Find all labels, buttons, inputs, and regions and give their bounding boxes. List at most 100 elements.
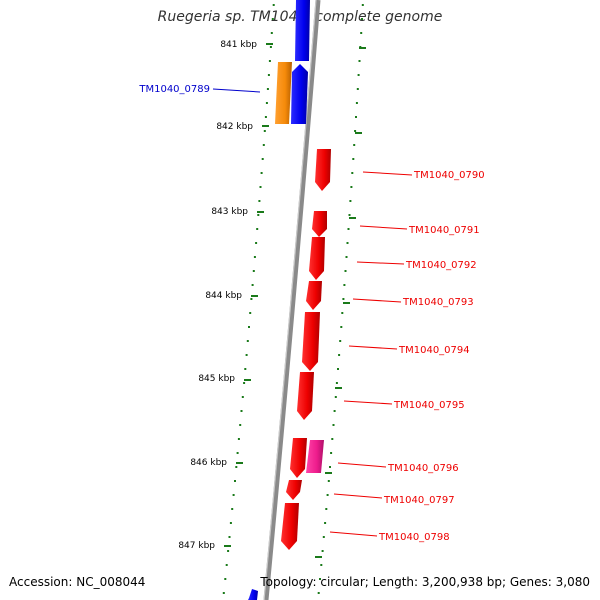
- scale-dot: [259, 186, 262, 188]
- scale-track-left: [222, 4, 275, 594]
- scale-dot: [234, 480, 236, 482]
- genome-backbone: [263, 0, 321, 600]
- gene-feature[interactable]: [291, 64, 308, 124]
- scale-ticks: 841 kbp 842 kbp 843 kbp 844 kbp 845 kbp …: [178, 40, 273, 551]
- gene-label[interactable]: TM1040_0791: [408, 225, 480, 236]
- scale-dot: [349, 200, 352, 202]
- scale-dot: [361, 18, 363, 20]
- scale-dot: [236, 452, 239, 454]
- kbp-label: 843 kbp: [211, 207, 248, 217]
- scale-dot: [231, 508, 234, 510]
- scale-dot: [243, 382, 246, 384]
- gene-feature-highlighted[interactable]: [275, 62, 292, 124]
- scale-dot: [334, 396, 337, 398]
- scale-dot: [269, 46, 272, 48]
- scale-dot: [246, 340, 249, 342]
- scale-dot: [229, 522, 232, 524]
- scale-dot: [266, 88, 269, 90]
- scale-dot: [249, 312, 252, 314]
- scale-dot: [355, 102, 358, 104]
- forward-strand-genes: [248, 0, 310, 600]
- gene-feature[interactable]: [290, 438, 307, 478]
- scale-dot: [357, 74, 360, 76]
- scale-dot: [257, 214, 260, 216]
- scale-dot: [261, 158, 264, 160]
- scale-dot: [330, 452, 333, 454]
- gene-label[interactable]: TM1040_0790: [413, 170, 485, 181]
- gene-feature[interactable]: [302, 312, 320, 371]
- scale-dot: [329, 466, 331, 468]
- scale-dot: [319, 578, 321, 580]
- scale-dot: [237, 438, 240, 440]
- scale-dot: [341, 312, 344, 314]
- scale-dot: [347, 228, 350, 230]
- scale-dot: [224, 578, 227, 580]
- scale-track-right: [317, 4, 364, 594]
- leader-line: [348, 345, 398, 350]
- scale-dot: [340, 326, 343, 328]
- kbp-label: 845 kbp: [198, 374, 235, 384]
- leader-line: [333, 493, 383, 499]
- scale-dot: [335, 382, 338, 384]
- scale-dot: [353, 144, 356, 146]
- scale-dot: [256, 228, 259, 230]
- scale-dot: [342, 298, 345, 300]
- scale-dot: [337, 368, 339, 370]
- scale-dot: [360, 32, 363, 34]
- leader-line: [337, 462, 387, 468]
- scale-dot: [361, 4, 364, 6]
- scale-dot: [235, 466, 238, 468]
- leader-line: [356, 261, 405, 265]
- gene-feature[interactable]: [312, 211, 327, 237]
- scale-dot: [267, 74, 270, 76]
- gene-feature[interactable]: [315, 149, 331, 191]
- scale-dot: [332, 424, 335, 426]
- gene-label[interactable]: TM1040_0796: [387, 463, 459, 474]
- scale-dot: [324, 522, 327, 524]
- scale-dot: [352, 158, 355, 160]
- scale-dot: [331, 438, 334, 440]
- gene-label[interactable]: TM1040_0792: [405, 260, 477, 271]
- scale-dot: [222, 592, 225, 594]
- kbp-label: 844 kbp: [205, 291, 242, 301]
- scale-dot: [250, 298, 253, 300]
- genome-summary: Topology: circular; Length: 3,200,938 bp…: [260, 575, 590, 589]
- scale-dot: [333, 410, 336, 412]
- scale-dot: [255, 242, 258, 244]
- scale-dot: [240, 410, 243, 412]
- scale-dot: [260, 172, 263, 174]
- gene-label[interactable]: TM1040_0794: [398, 345, 470, 356]
- scale-dot: [326, 494, 329, 496]
- scale-dot: [228, 536, 231, 538]
- scale-dot: [265, 102, 268, 104]
- scale-dot: [241, 396, 244, 398]
- scale-dot: [343, 284, 346, 286]
- scale-ticks-right: [315, 47, 366, 558]
- gene-label[interactable]: TM1040_0793: [402, 297, 474, 308]
- gene-label[interactable]: TM1040_0789: [138, 84, 210, 95]
- scale-dot: [251, 284, 254, 286]
- gene-feature-pink[interactable]: [306, 440, 324, 473]
- gene-feature[interactable]: [309, 237, 325, 280]
- gene-feature[interactable]: [306, 281, 322, 310]
- gene-feature[interactable]: [295, 0, 310, 61]
- scale-dot: [320, 564, 323, 566]
- gene-label[interactable]: TM1040_0798: [378, 532, 450, 543]
- gene-feature[interactable]: [286, 480, 302, 500]
- scale-dot: [322, 536, 325, 538]
- scale-dot: [338, 354, 341, 356]
- gene-feature[interactable]: [281, 503, 299, 550]
- scale-dot: [268, 60, 271, 62]
- scale-dot: [350, 186, 353, 188]
- gene-feature[interactable]: [248, 589, 258, 600]
- gene-label[interactable]: TM1040_0797: [383, 495, 455, 506]
- scale-dot: [252, 270, 255, 272]
- scale-dot: [262, 144, 265, 146]
- scale-dot: [225, 564, 228, 566]
- leader-line: [359, 225, 408, 230]
- gene-feature[interactable]: [297, 372, 314, 420]
- kbp-label: 842 kbp: [216, 122, 253, 132]
- scale-dot: [263, 130, 266, 132]
- gene-label[interactable]: TM1040_0795: [393, 400, 465, 411]
